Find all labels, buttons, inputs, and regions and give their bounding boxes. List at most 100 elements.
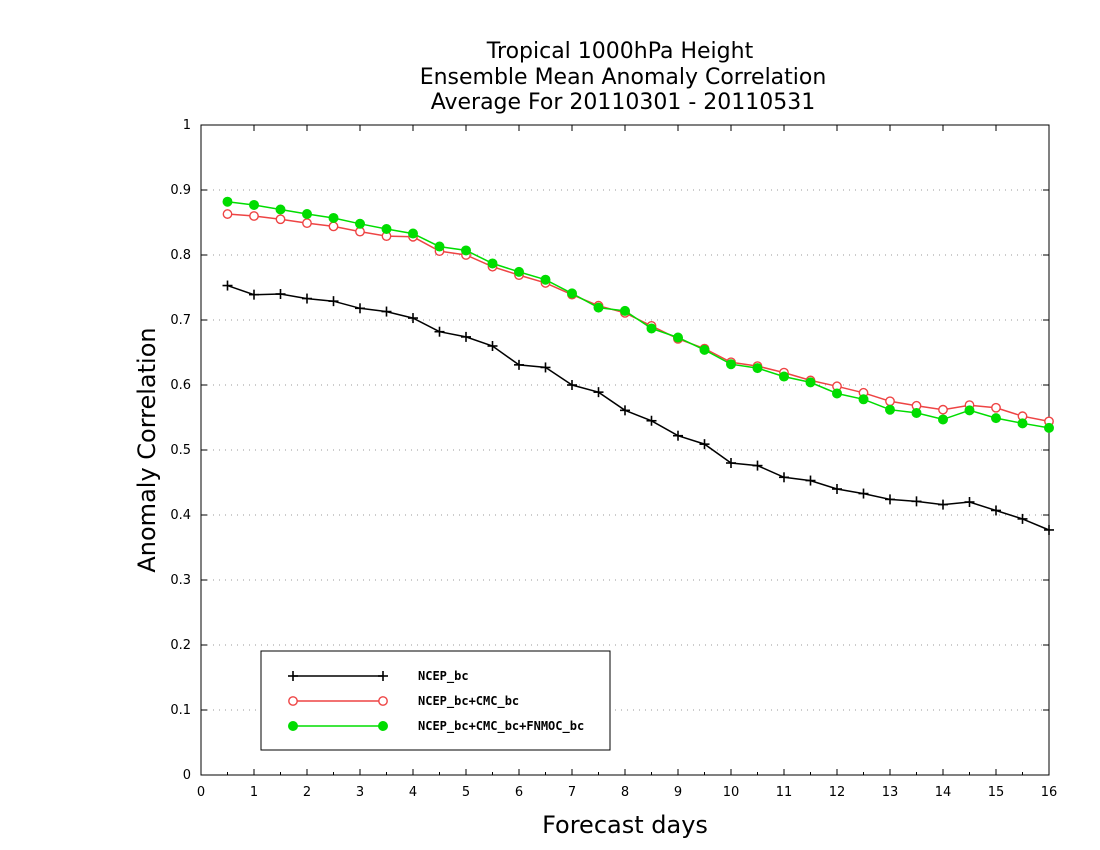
x-tick-label: 4 xyxy=(409,785,417,800)
data-point xyxy=(938,404,948,415)
legend-marker xyxy=(288,696,298,706)
series-lines xyxy=(222,196,1054,535)
data-point xyxy=(726,458,736,468)
data-point xyxy=(991,413,1001,424)
legend-marker xyxy=(288,721,298,731)
legend: NCEP_bc NCEP_bc+CMC_bc NCEP_bc+CMC_bc+FNMO… xyxy=(260,650,611,751)
legend-label: NCEP_bc+CMC_bc xyxy=(418,694,519,709)
data-point xyxy=(832,388,842,399)
y-tick-label: 1 xyxy=(183,118,191,133)
data-point xyxy=(752,363,763,374)
data-point xyxy=(885,494,895,505)
data-point xyxy=(593,387,604,398)
x-tick-label: 15 xyxy=(988,785,1005,800)
data-point xyxy=(779,472,789,483)
x-tick-label: 13 xyxy=(882,785,899,800)
x-tick-label: 2 xyxy=(303,785,311,800)
x-tick-label: 11 xyxy=(776,785,793,800)
x-tick-label: 10 xyxy=(723,785,740,800)
data-point xyxy=(938,414,948,425)
data-point xyxy=(726,359,736,370)
x-tick-label: 9 xyxy=(674,785,682,800)
series-line-3 xyxy=(227,200,1050,429)
data-point xyxy=(434,241,445,252)
y-axis-label: Anomaly Correlation xyxy=(133,327,161,572)
data-point xyxy=(567,380,577,390)
data-point xyxy=(964,405,975,416)
x-tick-label: 7 xyxy=(568,785,576,800)
x-axis-label: Forecast days xyxy=(542,811,708,839)
legend-marker xyxy=(378,696,388,706)
grid-lines xyxy=(201,189,1049,711)
data-point xyxy=(1017,418,1028,429)
x-tick-label: 3 xyxy=(356,785,364,800)
x-tick-label: 0 xyxy=(197,785,205,800)
data-point xyxy=(805,377,816,388)
data-point xyxy=(381,306,392,317)
data-point xyxy=(487,341,498,351)
data-point xyxy=(673,332,683,343)
data-point xyxy=(249,289,259,300)
data-point xyxy=(355,218,365,229)
x-axis-ticks: 0 1 2 3 4 5 6 7 8 9 10 11 12 13 14 15 16 xyxy=(197,125,1057,800)
data-point xyxy=(805,475,816,486)
data-point xyxy=(222,280,233,291)
y-tick-label: 0.6 xyxy=(170,378,191,393)
y-tick-label: 0.8 xyxy=(170,248,191,263)
data-point xyxy=(302,293,312,304)
data-point xyxy=(249,199,259,210)
y-tick-label: 0.1 xyxy=(170,703,191,718)
series-2 xyxy=(222,209,1054,427)
x-tick-label: 5 xyxy=(462,785,470,800)
data-point xyxy=(514,266,524,277)
data-point xyxy=(408,313,418,324)
data-point xyxy=(355,303,365,314)
data-point xyxy=(752,460,763,471)
data-point xyxy=(487,258,498,269)
y-tick-label: 0.7 xyxy=(170,313,191,328)
data-point xyxy=(434,326,445,337)
legend-marker xyxy=(378,671,388,681)
data-point xyxy=(911,496,922,507)
data-point xyxy=(328,296,339,307)
data-point xyxy=(540,274,551,285)
legend-marker xyxy=(288,671,298,681)
x-tick-label: 6 xyxy=(515,785,523,800)
x-tick-label: 14 xyxy=(935,785,952,800)
data-point xyxy=(620,305,630,316)
data-point xyxy=(275,204,286,215)
x-tick-label: 1 xyxy=(250,785,258,800)
data-point xyxy=(646,323,657,334)
data-point xyxy=(381,224,392,234)
chart-title-line-1: Tropical 1000hPa Height xyxy=(486,39,754,64)
data-point xyxy=(328,212,339,223)
data-point xyxy=(1044,422,1054,433)
y-tick-label: 0.5 xyxy=(170,443,191,458)
data-point xyxy=(779,371,789,382)
data-point xyxy=(858,394,869,405)
data-point xyxy=(222,209,233,219)
data-point xyxy=(567,288,577,299)
data-point xyxy=(593,302,604,313)
data-point xyxy=(832,484,842,494)
data-point xyxy=(302,218,312,229)
x-tick-label: 8 xyxy=(621,785,629,800)
series-3 xyxy=(222,196,1054,433)
series-1 xyxy=(222,280,1054,535)
y-tick-label: 0 xyxy=(183,768,191,783)
data-point xyxy=(858,488,869,499)
y-axis-ticks: 0 0.1 0.2 0.3 0.4 0.5 0.6 0.7 0.8 0.9 1 xyxy=(170,118,1049,783)
legend-marker xyxy=(378,721,388,731)
data-point xyxy=(275,289,286,299)
data-point xyxy=(991,402,1001,413)
data-point xyxy=(885,396,895,407)
x-tick-label: 16 xyxy=(1041,785,1058,800)
x-tick-label: 12 xyxy=(829,785,846,800)
data-point xyxy=(514,359,524,370)
chart-title: Tropical 1000hPa Height Ensemble Mean An… xyxy=(420,39,827,115)
data-point xyxy=(699,439,710,450)
legend-label: NCEP_bc xyxy=(418,669,469,684)
series-line-2 xyxy=(227,213,1050,423)
data-point xyxy=(328,221,339,232)
y-tick-label: 0.4 xyxy=(170,508,191,523)
